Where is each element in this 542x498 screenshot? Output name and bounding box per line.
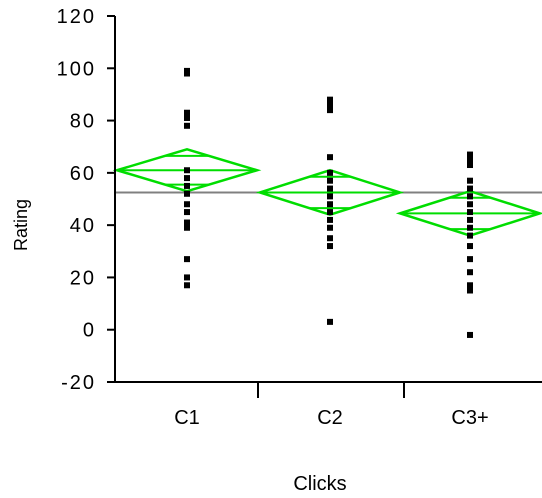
data-point — [467, 201, 473, 208]
y-ticks: 120 100 80 60 40 20 0 -20 — [57, 6, 115, 394]
data-point — [184, 219, 190, 226]
data-point — [467, 331, 473, 338]
x-ticks: C1 C2 C3+ — [174, 382, 489, 429]
y-tick-label: 80 — [70, 111, 96, 133]
data-point — [184, 190, 190, 197]
data-point — [184, 274, 190, 281]
data-point — [467, 224, 473, 231]
x-tick-label: C3+ — [451, 407, 488, 429]
data-point — [327, 209, 333, 216]
data-point — [327, 243, 333, 250]
data-point — [327, 193, 333, 200]
data-point — [327, 96, 333, 103]
data-point — [467, 193, 473, 200]
y-tick-label: 60 — [70, 163, 96, 185]
data-point — [184, 209, 190, 216]
data-point — [467, 243, 473, 250]
x-axis-title: Clicks — [293, 473, 346, 495]
data-point — [327, 224, 333, 231]
data-point — [327, 154, 333, 161]
data-point — [467, 287, 473, 294]
y-tick-label: 100 — [57, 58, 96, 80]
data-point — [327, 235, 333, 242]
x-tick-label: C2 — [317, 407, 343, 429]
y-tick-label: 0 — [83, 320, 96, 342]
y-tick-label: 20 — [70, 267, 96, 289]
data-point — [184, 256, 190, 263]
data-point — [327, 201, 333, 208]
data-point — [184, 70, 190, 77]
data-point — [184, 167, 190, 174]
y-tick-label: 40 — [70, 215, 96, 237]
data-point — [467, 282, 473, 289]
y-tick-label: 120 — [57, 6, 96, 28]
data-point — [184, 122, 190, 129]
data-point — [327, 216, 333, 223]
data-point — [184, 182, 190, 189]
data-point — [327, 107, 333, 114]
data-point — [184, 282, 190, 289]
data-point — [327, 101, 333, 108]
data-point — [467, 162, 473, 169]
data-point — [467, 177, 473, 184]
data-point — [467, 156, 473, 163]
data-point — [467, 216, 473, 223]
axis-layer — [114, 16, 542, 383]
y-tick-label: -20 — [61, 372, 96, 394]
data-point — [467, 269, 473, 276]
data-point — [184, 109, 190, 116]
y-axis-title: Rating — [11, 199, 31, 251]
data-point — [467, 185, 473, 192]
x-tick-label: C1 — [174, 407, 200, 429]
data-point — [467, 151, 473, 158]
data-point — [184, 175, 190, 182]
data-point — [327, 185, 333, 192]
data-point — [327, 177, 333, 184]
data-point — [467, 232, 473, 239]
data-point — [184, 114, 190, 121]
data-point — [184, 224, 190, 231]
data-point — [467, 209, 473, 216]
data-point — [467, 256, 473, 263]
data-point — [327, 169, 333, 176]
data-point — [184, 201, 190, 208]
point-layer — [184, 67, 473, 338]
data-point — [327, 318, 333, 325]
